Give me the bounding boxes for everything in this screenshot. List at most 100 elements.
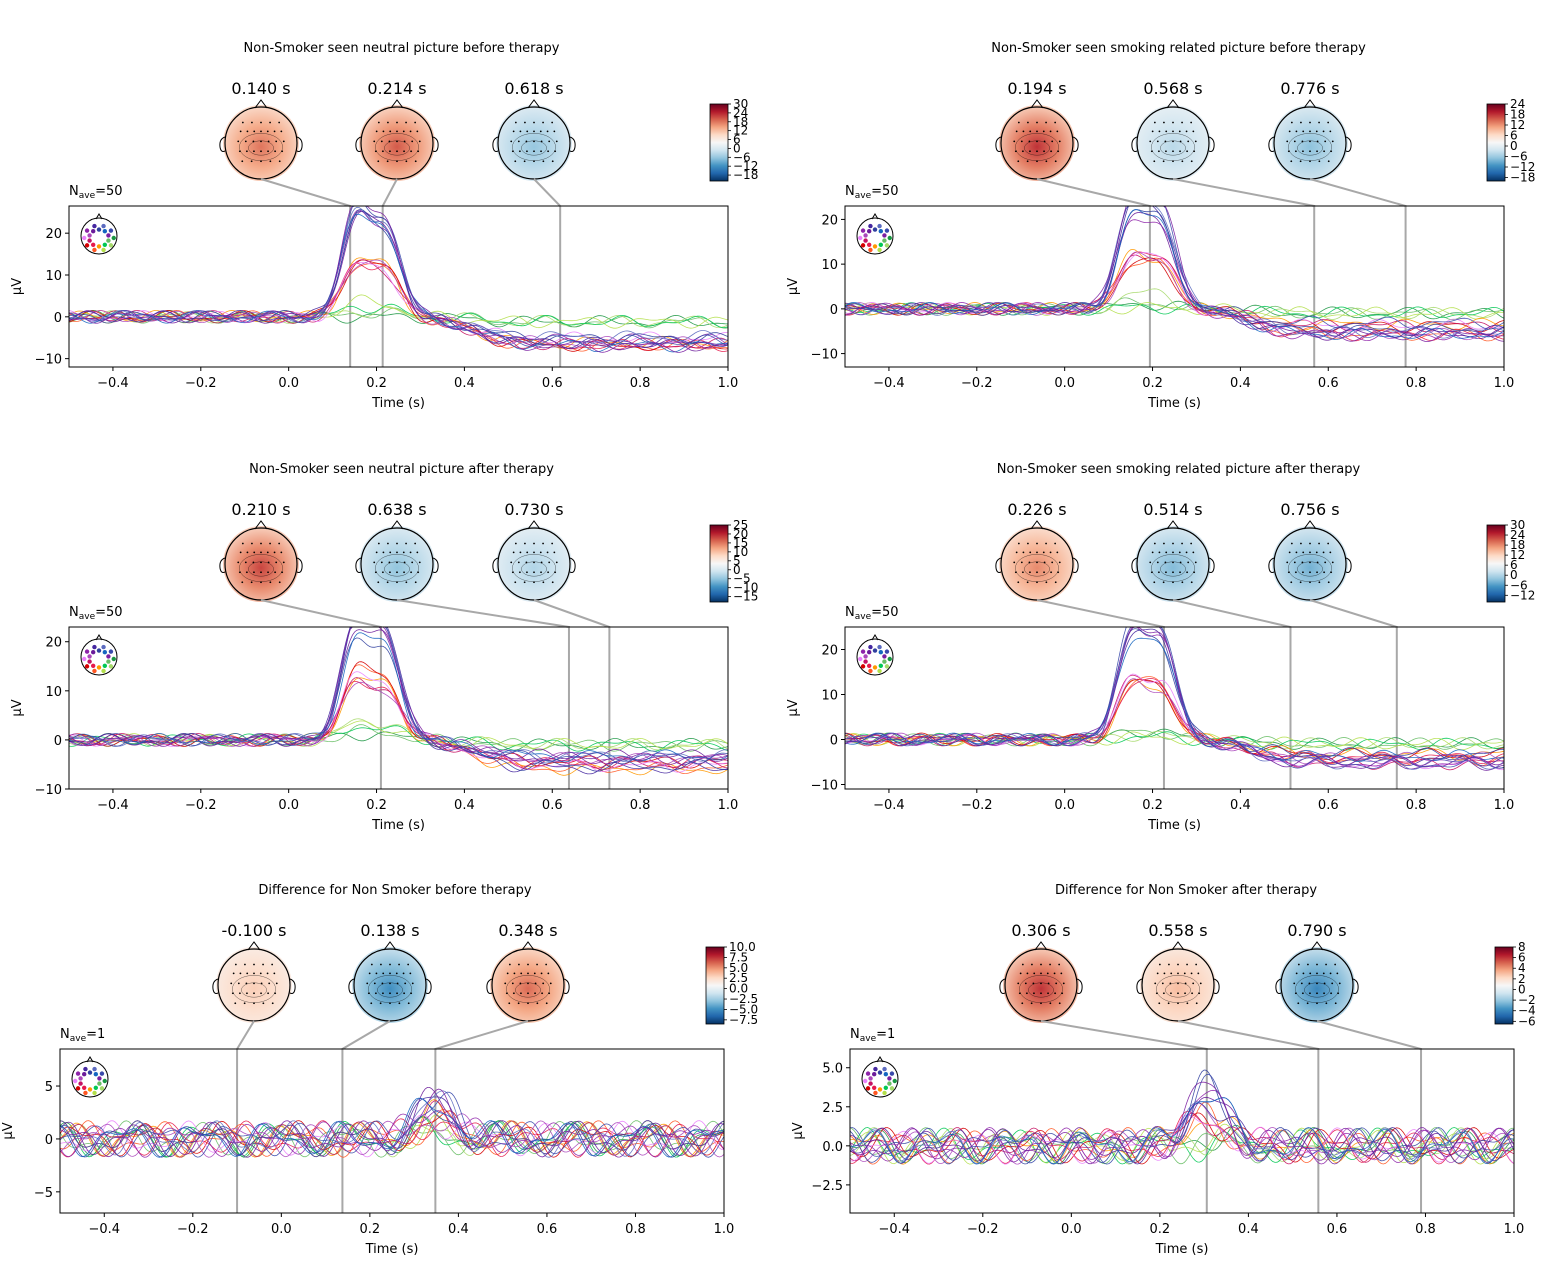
- sensor-dot: [1062, 982, 1065, 985]
- x-tick-label: 0.6: [537, 1222, 558, 1237]
- sensor-dot: [396, 130, 398, 133]
- sensor-dot: [1198, 992, 1201, 995]
- sensor-dot: [1029, 150, 1031, 153]
- sensor-dot: [1316, 150, 1318, 153]
- sensor-dot: [1058, 963, 1061, 966]
- sensor-dot: [1322, 130, 1325, 133]
- topomap-field: [999, 526, 1075, 602]
- sensor-dot: [1331, 140, 1334, 143]
- channel-trace: [68, 626, 729, 765]
- head-left-ear: [995, 136, 1002, 152]
- channel-trace: [68, 205, 729, 347]
- topomap-guide-line: [236, 1020, 255, 1213]
- panel-title: Non-Smoker seen smoking related picture …: [997, 462, 1361, 477]
- sensor-dot: [1040, 992, 1042, 995]
- sensor-dot: [1050, 150, 1053, 153]
- topomap: 0.138 s: [341, 921, 432, 1213]
- sensor-location-inset: [856, 213, 894, 255]
- sensor-dot: [1193, 150, 1196, 153]
- sensor-dot: [1194, 140, 1197, 143]
- inset-sensor: [892, 1078, 897, 1084]
- inset-sensor: [87, 659, 92, 664]
- colorbar-tick-label: 10.0: [729, 940, 756, 954]
- sensor-dot: [269, 581, 272, 584]
- channel-trace: [844, 205, 1505, 339]
- head-right-ear: [432, 557, 439, 573]
- sensor-dot: [1172, 581, 1174, 584]
- sensor-dot: [545, 1002, 548, 1005]
- topomap: -0.100 s: [212, 921, 296, 1213]
- sensor-dot: [252, 561, 255, 564]
- sensor-dot: [1177, 992, 1179, 995]
- sensor-dot: [1187, 140, 1190, 143]
- channel-trace: [844, 626, 1505, 771]
- channel-trace: [849, 1124, 1515, 1165]
- inset-sensor: [887, 1076, 892, 1081]
- sensor-dot: [396, 581, 398, 584]
- sensor-dot: [551, 542, 554, 545]
- sensor-dot: [533, 972, 536, 975]
- sensor-dot: [381, 150, 384, 153]
- sensor-dot: [377, 160, 380, 163]
- inset-sensor: [866, 228, 872, 234]
- head-left-ear: [492, 136, 499, 152]
- colorbar-tick-label: 15: [733, 536, 748, 550]
- topomap-field: [1272, 105, 1348, 181]
- sensor-dot: [526, 130, 529, 133]
- sensor-dot: [1323, 982, 1326, 985]
- sensor-dot: [1015, 551, 1018, 554]
- sensor-dot: [1164, 140, 1167, 143]
- sensor-dot: [1309, 581, 1311, 584]
- y-tick-label: 2.5: [822, 1101, 843, 1116]
- head-nose: [1303, 99, 1317, 109]
- sensor-dot: [1302, 972, 1305, 975]
- topomap: 0.756 s: [1268, 500, 1398, 789]
- inset-head: [80, 638, 118, 676]
- sensor-dot: [407, 963, 410, 966]
- sensor-dot: [1157, 150, 1160, 153]
- sensor-dot: [380, 140, 383, 143]
- inset-sensor: [97, 1081, 102, 1086]
- sensor-dot: [388, 140, 391, 143]
- x-tick-label: 0.0: [1054, 376, 1075, 391]
- sensor-dot: [1036, 150, 1038, 153]
- head-nose: [1030, 520, 1044, 530]
- sensor-dot: [1172, 542, 1174, 545]
- head-nose: [383, 941, 397, 951]
- topomap-time-label: 0.348 s: [498, 921, 557, 940]
- colorbar-tick-label: 0: [733, 563, 741, 577]
- sensor-dot: [1040, 982, 1042, 985]
- x-tick-label: 1.0: [718, 798, 739, 813]
- sensor-dot: [238, 150, 241, 153]
- sensor-dot: [547, 571, 550, 574]
- inset-sensor: [863, 238, 868, 243]
- sensor-dot: [511, 150, 514, 153]
- x-tick-label: 0.6: [542, 798, 563, 813]
- inset-sensor: [866, 663, 872, 669]
- sensor-dot: [1324, 561, 1327, 564]
- sensor-dot: [504, 982, 507, 985]
- sensor-dot: [508, 963, 511, 966]
- sensor-dot: [417, 150, 420, 153]
- channel-trace: [849, 1096, 1514, 1165]
- sensor-dot: [547, 972, 550, 975]
- inset-sensor: [108, 228, 114, 233]
- sensor-dot: [410, 150, 413, 153]
- topomap-time-label: 0.638 s: [367, 500, 426, 519]
- sensor-dot: [524, 542, 526, 545]
- sensor-dot: [239, 972, 242, 975]
- sensor-dot: [1014, 150, 1017, 153]
- sensor-dot: [370, 1002, 373, 1005]
- sensor-dot: [1029, 130, 1032, 133]
- topomap: 0.348 s: [434, 921, 570, 1213]
- sensor-dot: [368, 972, 371, 975]
- sensor-dot: [1295, 551, 1298, 554]
- colorbar-tick-label: 18: [1510, 108, 1525, 122]
- sensor-dot: [1192, 551, 1195, 554]
- x-tick-label: −0.2: [185, 798, 217, 813]
- sensor-dot: [395, 972, 398, 975]
- sensor-dot: [1290, 581, 1293, 584]
- sensor-dot: [1049, 1002, 1052, 1005]
- inset-sensor: [865, 1071, 871, 1076]
- y-tick-label: 0.0: [822, 1140, 843, 1155]
